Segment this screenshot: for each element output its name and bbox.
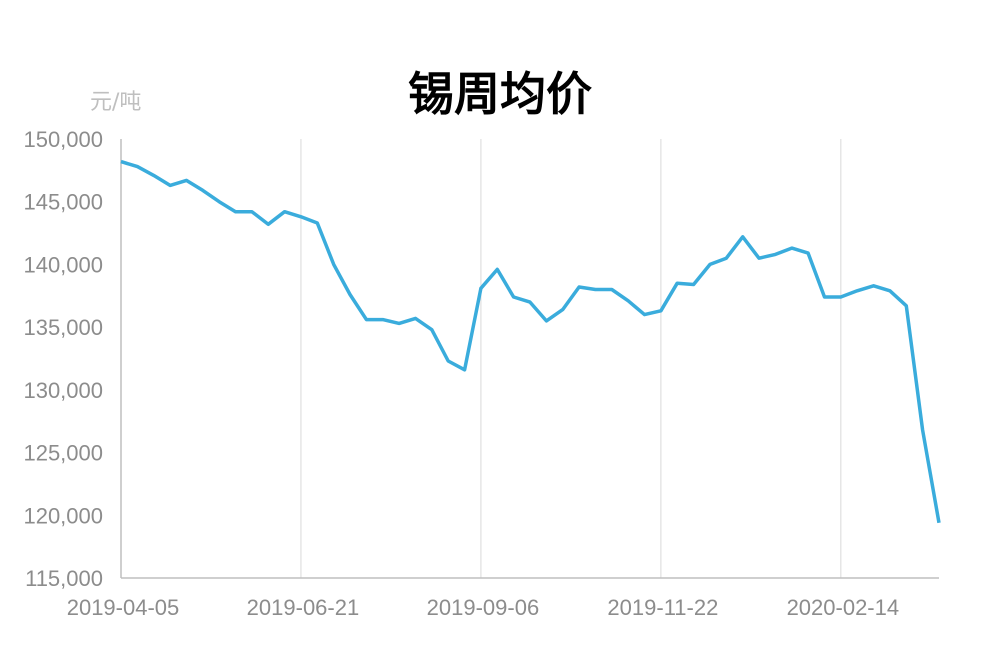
y-tick-label: 145,000 (23, 190, 103, 215)
x-tick-label: 2019-09-06 (427, 595, 540, 620)
y-tick-label: 140,000 (23, 252, 103, 277)
chart-title: 锡周均价 (408, 67, 592, 121)
y-tick-label: 135,000 (23, 315, 103, 340)
y-axis-unit-label: 元/吨 (90, 90, 142, 115)
x-tick-label: 2019-04-05 (67, 595, 180, 620)
x-tick-label: 2019-11-22 (607, 595, 718, 620)
y-tick-label: 115,000 (25, 566, 103, 591)
y-tick-label: 120,000 (23, 503, 103, 528)
y-tick-label: 130,000 (23, 378, 103, 403)
x-tick-label: 2020-02-14 (787, 595, 900, 620)
x-tick-label: 2019-06-21 (247, 595, 360, 620)
price-series-line (120, 159, 941, 524)
y-tick-label: 125,000 (23, 441, 103, 466)
y-tick-label: 150,000 (23, 127, 103, 152)
